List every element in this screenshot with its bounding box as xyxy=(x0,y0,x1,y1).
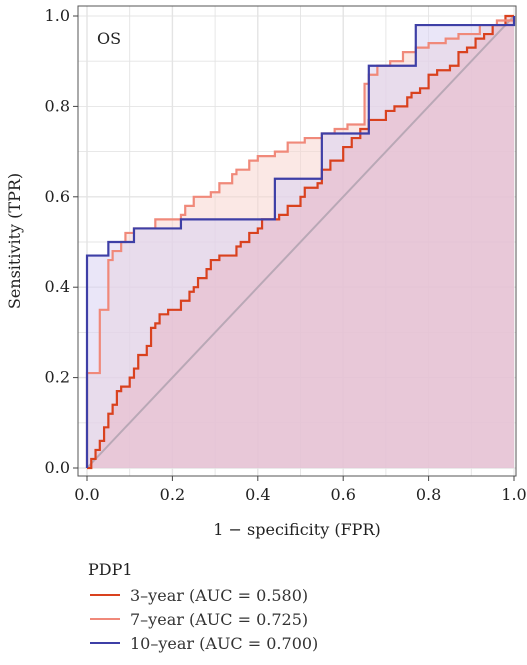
roc-curve-0 xyxy=(87,14,514,470)
y-axis-ticks: 0.0 0.2 0.4 0.6 0.8 1.0 xyxy=(45,6,78,477)
roc-curve-1 xyxy=(85,16,516,468)
y-tick-label: 1.0 xyxy=(45,6,70,25)
legend: PDP1 3–year (AUC = 0.580) 7–year (AUC = … xyxy=(88,560,318,655)
x-tick-label: 0.6 xyxy=(330,485,355,504)
x-tick-label: 0.8 xyxy=(416,485,441,504)
roc-curve-2 xyxy=(85,16,516,468)
roc-curves xyxy=(85,14,516,470)
legend-title: PDP1 xyxy=(88,560,133,579)
legend-item-3-year: 3–year (AUC = 0.580) xyxy=(88,583,318,607)
legend-label-10-year: 10–year (AUC = 0.700) xyxy=(130,633,319,653)
y-tick-label: 0.4 xyxy=(45,277,70,296)
legend-swatch-3-year xyxy=(90,594,120,596)
x-axis-ticks: 0.0 0.2 0.4 0.6 0.8 1.0 xyxy=(74,476,527,504)
x-tick-label: 1.0 xyxy=(501,485,526,504)
y-tick-label: 0.6 xyxy=(45,187,70,206)
legend-label-3-year: 3–year (AUC = 0.580) xyxy=(130,585,309,605)
y-axis-label: Sensitivity (TPR) xyxy=(5,173,24,309)
x-tick-label: 0.2 xyxy=(160,485,185,504)
plot-border xyxy=(77,5,517,477)
legend-label-7-year: 7–year (AUC = 0.725) xyxy=(130,609,309,629)
x-tick-label: 0.0 xyxy=(74,485,99,504)
legend-swatch-7-year xyxy=(90,618,120,620)
os-annotation: OS xyxy=(97,29,121,48)
y-tick-label: 0.2 xyxy=(45,368,70,387)
legend-swatch-10-year xyxy=(90,642,120,644)
x-tick-label: 0.4 xyxy=(245,485,270,504)
x-axis-label: 1 − specificity (FPR) xyxy=(213,520,380,539)
y-tick-label: 0.8 xyxy=(45,96,70,115)
legend-item-7-year: 7–year (AUC = 0.725) xyxy=(88,607,318,631)
legend-item-10-year: 10–year (AUC = 0.700) xyxy=(88,631,318,655)
reference-diagonal xyxy=(86,15,515,469)
y-tick-label: 0.0 xyxy=(45,458,70,477)
